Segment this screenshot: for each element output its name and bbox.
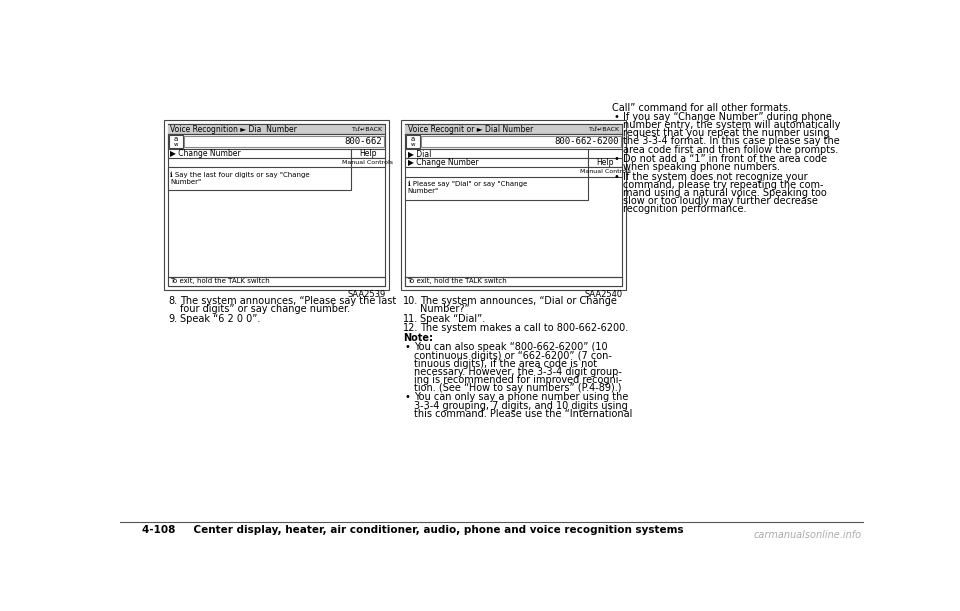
Text: 800-662-6200: 800-662-6200 (555, 137, 619, 146)
Bar (168, 277, 385, 286)
Text: command, please try repeating the com-: command, please try repeating the com- (623, 180, 824, 190)
Bar (405, 158, 588, 167)
Text: ▶ Dial: ▶ Dial (408, 149, 431, 158)
Bar (405, 124, 622, 134)
Text: tinuous digits), if the area code is not: tinuous digits), if the area code is not (414, 359, 597, 368)
Bar (351, 149, 385, 158)
Bar (405, 124, 622, 286)
Text: this command. Please use the “International: this command. Please use the “Internatio… (414, 409, 632, 419)
Text: Number": Number" (170, 179, 202, 185)
Text: •: • (613, 172, 619, 182)
Text: the 3-3-4 format. In this case please say the: the 3-3-4 format. In this case please sa… (623, 136, 840, 147)
Text: 8.: 8. (168, 296, 178, 306)
Bar (405, 177, 588, 200)
Bar (169, 135, 182, 148)
Text: Help: Help (596, 158, 613, 167)
Text: recognition performance.: recognition performance. (623, 204, 747, 214)
Bar (405, 134, 622, 149)
Text: Help: Help (359, 149, 376, 158)
Text: Voice Recognition ► Dia  Number: Voice Recognition ► Dia Number (170, 125, 298, 134)
Text: when speaking phone numbers.: when speaking phone numbers. (623, 163, 780, 172)
Text: The system makes a call to 800-662-6200.: The system makes a call to 800-662-6200. (420, 323, 628, 333)
Text: 11.: 11. (403, 313, 419, 324)
Text: SAA2539: SAA2539 (348, 290, 386, 299)
Text: Number": Number" (408, 188, 439, 194)
Text: request that you repeat the number using: request that you repeat the number using (623, 128, 829, 138)
Text: You can also speak “800-662-6200” (10: You can also speak “800-662-6200” (10 (414, 342, 608, 353)
Text: ing is recommended for improved recogni-: ing is recommended for improved recogni- (414, 375, 622, 385)
Bar (168, 134, 385, 149)
Text: Speak “6 2 0 0”.: Speak “6 2 0 0”. (180, 313, 260, 324)
Text: To exit, hold the TALK switch: To exit, hold the TALK switch (170, 278, 270, 284)
Text: •: • (613, 154, 619, 164)
Text: SAA2540: SAA2540 (585, 290, 623, 299)
Bar (168, 124, 385, 286)
Bar (183, 136, 384, 147)
Text: w: w (411, 142, 415, 147)
Text: Speak “Dial”.: Speak “Dial”. (420, 313, 485, 324)
Text: ▶ Change Number: ▶ Change Number (408, 158, 478, 167)
Text: number entry, the system will automatically: number entry, the system will automatica… (623, 120, 840, 130)
Text: The system announces, “Please say the last: The system announces, “Please say the la… (180, 296, 396, 306)
Bar (588, 158, 622, 167)
Bar (405, 277, 622, 286)
Text: continuous digits) or “662-6200” (7 con-: continuous digits) or “662-6200” (7 con- (414, 351, 612, 360)
Text: necessary. However, the 3-3-4 digit group-: necessary. However, the 3-3-4 digit grou… (414, 367, 622, 377)
Text: ℹ Say the last four digits or say "Change: ℹ Say the last four digits or say "Chang… (170, 171, 310, 178)
Text: •: • (404, 342, 410, 353)
Text: Note:: Note: (403, 333, 433, 343)
Text: Call” command for all other formats.: Call” command for all other formats. (612, 103, 791, 112)
Text: •: • (613, 112, 619, 122)
Bar (168, 167, 351, 191)
Text: 4-108     Center display, heater, air conditioner, audio, phone and voice recogn: 4-108 Center display, heater, air condit… (142, 525, 684, 535)
Text: You can only say a phone number using the: You can only say a phone number using th… (414, 392, 628, 403)
Bar (351, 158, 385, 167)
Text: a: a (411, 136, 415, 142)
Text: 10.: 10. (403, 296, 419, 306)
Text: 12.: 12. (403, 323, 419, 333)
Bar (405, 149, 588, 158)
Text: carmanualsonline.info: carmanualsonline.info (754, 530, 862, 540)
Text: Manual Controls: Manual Controls (580, 169, 631, 174)
Bar (164, 120, 389, 290)
Bar (420, 136, 621, 147)
Text: T₁ℓ↵BACK: T₁ℓ↵BACK (588, 126, 620, 131)
Text: four digits” or say change number.: four digits” or say change number. (180, 304, 349, 314)
Text: area code first and then follow the prompts.: area code first and then follow the prom… (623, 145, 838, 155)
Text: 9.: 9. (168, 313, 178, 324)
Text: 3-3-4 grouping, 7 digits, and 10 digits using: 3-3-4 grouping, 7 digits, and 10 digits … (414, 401, 628, 411)
Text: If you say “Change Number” during phone: If you say “Change Number” during phone (623, 112, 832, 122)
Bar (168, 149, 351, 158)
Text: Voice Recognit or ► Dial Number: Voice Recognit or ► Dial Number (408, 125, 533, 134)
Text: Do not add a “1” in front of the area code: Do not add a “1” in front of the area co… (623, 154, 827, 164)
Text: Manual Controls: Manual Controls (343, 160, 394, 165)
Text: The system announces, “Dial or Change: The system announces, “Dial or Change (420, 296, 616, 306)
Text: w: w (174, 142, 178, 147)
Bar (168, 124, 385, 134)
Text: a: a (174, 136, 178, 142)
Text: ℹ Please say "Dial" or say "Change: ℹ Please say "Dial" or say "Change (408, 180, 527, 187)
Bar (406, 135, 420, 148)
Text: mand using a natural voice. Speaking too: mand using a natural voice. Speaking too (623, 188, 827, 198)
Bar (588, 167, 622, 177)
Bar (401, 120, 626, 290)
Text: To exit, hold the TALK switch: To exit, hold the TALK switch (408, 278, 507, 284)
Text: slow or too loudly may further decrease: slow or too loudly may further decrease (623, 196, 818, 206)
Text: Number?”: Number?” (420, 304, 469, 314)
Text: If the system does not recognize your: If the system does not recognize your (623, 172, 807, 182)
Text: 800-662: 800-662 (345, 137, 382, 146)
Text: •: • (404, 392, 410, 403)
Text: T₁ℓ↵BACK: T₁ℓ↵BACK (351, 126, 383, 131)
Text: tion. (See “How to say numbers” (P.4-89).): tion. (See “How to say numbers” (P.4-89)… (414, 383, 621, 393)
Text: ▶ Change Number: ▶ Change Number (170, 149, 241, 158)
